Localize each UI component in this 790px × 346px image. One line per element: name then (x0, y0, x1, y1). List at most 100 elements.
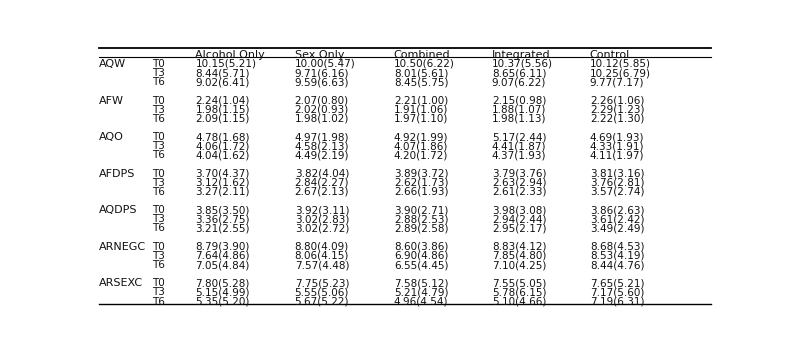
Text: 4.04(1.62): 4.04(1.62) (195, 151, 250, 160)
Text: T0: T0 (152, 278, 165, 288)
Text: T0: T0 (152, 59, 165, 69)
Text: 7.17(5.60): 7.17(5.60) (590, 288, 644, 298)
Text: 1.98(1.13): 1.98(1.13) (492, 114, 547, 124)
Text: 9.02(6.41): 9.02(6.41) (195, 77, 250, 87)
Text: 2.89(2.58): 2.89(2.58) (394, 224, 449, 234)
Text: 8.44(4.76): 8.44(4.76) (590, 260, 645, 270)
Text: 1.97(1.10): 1.97(1.10) (394, 114, 448, 124)
Text: 4.11(1.97): 4.11(1.97) (590, 151, 645, 160)
Text: T6: T6 (152, 187, 165, 197)
Text: T6: T6 (152, 77, 165, 87)
Text: 4.49(2.19): 4.49(2.19) (295, 151, 349, 160)
Text: 10.25(6.79): 10.25(6.79) (590, 68, 651, 78)
Text: 9.77(7.17): 9.77(7.17) (590, 77, 645, 87)
Text: T6: T6 (152, 297, 165, 307)
Text: 7.75(5.23): 7.75(5.23) (295, 278, 349, 288)
Text: 7.85(4.80): 7.85(4.80) (492, 251, 546, 261)
Text: 2.84(2.27): 2.84(2.27) (295, 178, 349, 188)
Text: 8.01(5.61): 8.01(5.61) (394, 68, 448, 78)
Text: 3.82(4.04): 3.82(4.04) (295, 169, 349, 179)
Text: 3.90(2.71): 3.90(2.71) (394, 205, 448, 215)
Text: 10.37(5.56): 10.37(5.56) (492, 59, 553, 69)
Text: 2.21(1.00): 2.21(1.00) (394, 95, 448, 106)
Text: T0: T0 (152, 242, 165, 252)
Text: 9.71(6.16): 9.71(6.16) (295, 68, 349, 78)
Text: 8.65(6.11): 8.65(6.11) (492, 68, 547, 78)
Text: T3: T3 (152, 288, 165, 298)
Text: 10.50(6.22): 10.50(6.22) (394, 59, 455, 69)
Text: 5.78(6.15): 5.78(6.15) (492, 288, 547, 298)
Text: Control: Control (590, 50, 630, 60)
Text: AQDPS: AQDPS (99, 205, 137, 215)
Text: 4.92(1.99): 4.92(1.99) (394, 132, 449, 142)
Text: 3.12(1.62): 3.12(1.62) (195, 178, 250, 188)
Text: 1.91(1.06): 1.91(1.06) (394, 104, 448, 115)
Text: 5.21(4.79): 5.21(4.79) (394, 288, 449, 298)
Text: 4.07(1.86): 4.07(1.86) (394, 141, 448, 151)
Text: 1.88(1.07): 1.88(1.07) (492, 104, 546, 115)
Text: T6: T6 (152, 151, 165, 160)
Text: Alcohol Only: Alcohol Only (195, 50, 265, 60)
Text: T3: T3 (152, 68, 165, 78)
Text: 4.37(1.93): 4.37(1.93) (492, 151, 547, 160)
Text: 4.33(1.91): 4.33(1.91) (590, 141, 645, 151)
Text: 8.60(3.86): 8.60(3.86) (394, 242, 448, 252)
Text: 3.98(3.08): 3.98(3.08) (492, 205, 546, 215)
Text: 7.10(4.25): 7.10(4.25) (492, 260, 546, 270)
Text: 2.94(2.44): 2.94(2.44) (492, 214, 547, 224)
Text: 5.67(5.22): 5.67(5.22) (295, 297, 349, 307)
Text: T6: T6 (152, 224, 165, 234)
Text: 7.19(6.31): 7.19(6.31) (590, 297, 645, 307)
Text: 5.17(2.44): 5.17(2.44) (492, 132, 547, 142)
Text: 4.69(1.93): 4.69(1.93) (590, 132, 645, 142)
Text: 2.88(2.53): 2.88(2.53) (394, 214, 449, 224)
Text: 3.49(2.49): 3.49(2.49) (590, 224, 645, 234)
Text: 2.61(2.33): 2.61(2.33) (492, 187, 547, 197)
Text: 6.55(4.45): 6.55(4.45) (394, 260, 449, 270)
Text: AQW: AQW (99, 59, 126, 69)
Text: 2.67(2.13): 2.67(2.13) (295, 187, 349, 197)
Text: 10.12(5.85): 10.12(5.85) (590, 59, 651, 69)
Text: ARSEXC: ARSEXC (99, 278, 143, 288)
Text: T0: T0 (152, 205, 165, 215)
Text: 3.76(2.81): 3.76(2.81) (590, 178, 645, 188)
Text: 4.97(1.98): 4.97(1.98) (295, 132, 349, 142)
Text: 2.22(1.30): 2.22(1.30) (590, 114, 644, 124)
Text: ARNEGC: ARNEGC (99, 242, 146, 252)
Text: 9.59(6.63): 9.59(6.63) (295, 77, 349, 87)
Text: 1.98(1.02): 1.98(1.02) (295, 114, 349, 124)
Text: Sex Only: Sex Only (295, 50, 344, 60)
Text: 7.80(5.28): 7.80(5.28) (195, 278, 250, 288)
Text: 4.58(2.13): 4.58(2.13) (295, 141, 349, 151)
Text: 3.92(3.11): 3.92(3.11) (295, 205, 349, 215)
Text: 8.45(5.75): 8.45(5.75) (394, 77, 449, 87)
Text: 4.41(1.87): 4.41(1.87) (492, 141, 547, 151)
Text: 2.26(1.06): 2.26(1.06) (590, 95, 644, 106)
Text: T3: T3 (152, 251, 165, 261)
Text: 2.63(2.94): 2.63(2.94) (492, 178, 547, 188)
Text: 2.62(1.73): 2.62(1.73) (394, 178, 449, 188)
Text: 7.55(5.05): 7.55(5.05) (492, 278, 546, 288)
Text: T0: T0 (152, 95, 165, 106)
Text: 2.29(1.23): 2.29(1.23) (590, 104, 645, 115)
Text: 4.78(1.68): 4.78(1.68) (195, 132, 250, 142)
Text: T3: T3 (152, 214, 165, 224)
Text: 2.24(1.04): 2.24(1.04) (195, 95, 250, 106)
Text: 3.61(2.42): 3.61(2.42) (590, 214, 645, 224)
Text: 4.96(4.54): 4.96(4.54) (394, 297, 449, 307)
Text: 6.90(4.86): 6.90(4.86) (394, 251, 448, 261)
Text: 2.66(1.93): 2.66(1.93) (394, 187, 449, 197)
Text: 3.02(2.72): 3.02(2.72) (295, 224, 349, 234)
Text: T3: T3 (152, 141, 165, 151)
Text: 5.55(5.06): 5.55(5.06) (295, 288, 349, 298)
Text: 3.89(3.72): 3.89(3.72) (394, 169, 449, 179)
Text: 7.64(4.86): 7.64(4.86) (195, 251, 250, 261)
Text: 5.15(4.99): 5.15(4.99) (195, 288, 250, 298)
Text: Combined: Combined (394, 50, 450, 60)
Text: T0: T0 (152, 132, 165, 142)
Text: 3.21(2.55): 3.21(2.55) (195, 224, 250, 234)
Text: 3.57(2.74): 3.57(2.74) (590, 187, 645, 197)
Text: T6: T6 (152, 114, 165, 124)
Text: 8.80(4.09): 8.80(4.09) (295, 242, 349, 252)
Text: 8.53(4.19): 8.53(4.19) (590, 251, 645, 261)
